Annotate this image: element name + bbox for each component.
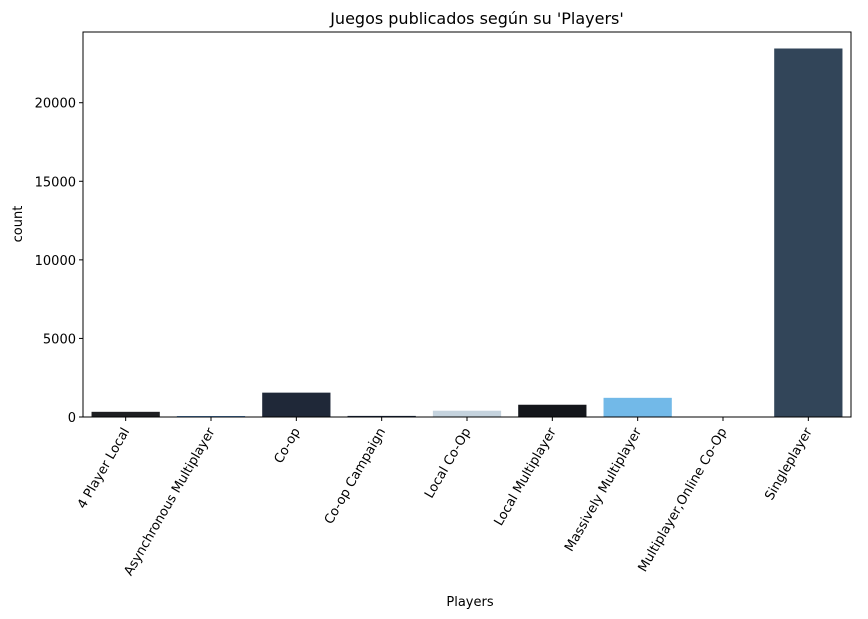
y-axis-ticks: 0 5000 10000 15000 20000: [35, 97, 83, 426]
y-tick-label: 15000: [35, 175, 76, 190]
y-tick-label: 0: [68, 411, 76, 426]
x-tick-label: Asynchronous Multiplayer: [121, 425, 218, 579]
bars-group: [91, 48, 843, 417]
plot-frame: [82, 31, 852, 418]
x-tick-label: Multiplayer,Online Co-Op: [636, 426, 731, 575]
y-tick-label: 10000: [35, 254, 76, 269]
x-tick-label: Co-op: [272, 426, 304, 467]
y-tick-label: 5000: [43, 332, 76, 347]
bar-local-multiplayer: [518, 404, 587, 417]
bar-massively-multiplayer: [603, 397, 672, 417]
bar-co-op: [262, 392, 331, 417]
x-tick-label: Massively Multiplayer: [562, 425, 645, 554]
x-tick-label: Singleplayer: [762, 425, 816, 503]
y-tick-label: 20000: [35, 97, 76, 112]
bar-singleplayer: [774, 48, 843, 417]
chart-title: Juegos publicados según su 'Players': [329, 9, 624, 28]
y-axis-label: count: [11, 206, 26, 243]
bar-co-op-campaign: [347, 415, 416, 417]
bar-4-player-local: [91, 411, 160, 417]
bar-local-co-op: [432, 410, 502, 417]
x-tick-label: Local Multiplayer: [492, 425, 561, 529]
x-tick-label: Co-op Campaign: [322, 426, 389, 528]
x-axis-label: Players: [446, 595, 493, 610]
x-tick-label: 4 Player Local: [75, 426, 133, 512]
x-tick-label: Local Co-Op: [422, 426, 474, 502]
